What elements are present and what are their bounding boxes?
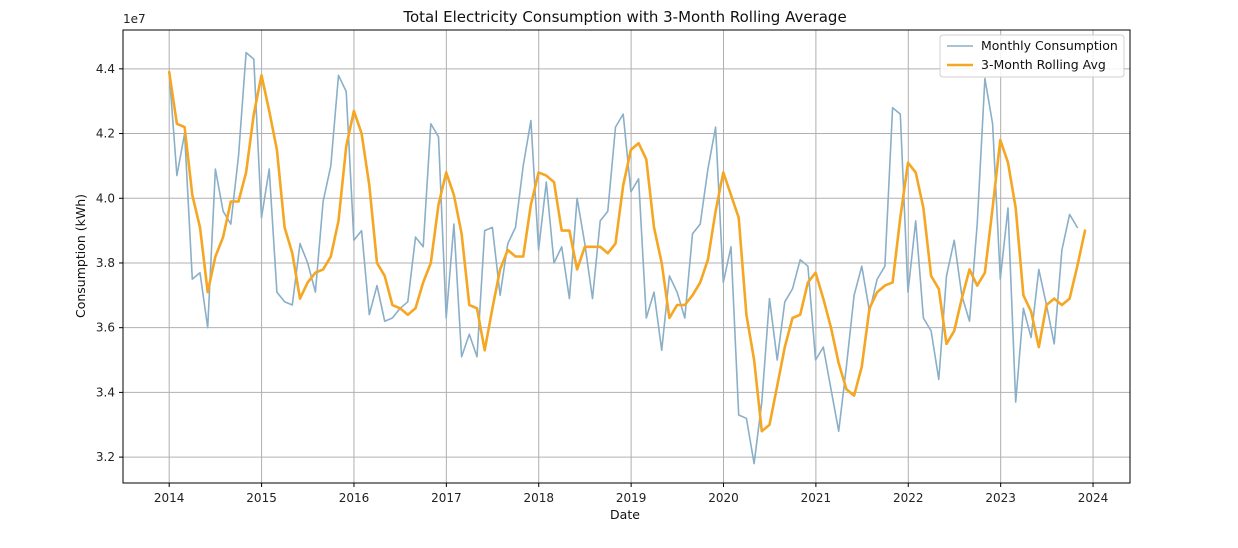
y-tick-label: 4.4 <box>96 62 115 76</box>
legend-label-monthly: Monthly Consumption <box>981 38 1118 53</box>
y-tick-label: 4.2 <box>96 127 115 141</box>
y-tick-label: 3.8 <box>96 256 115 270</box>
y-scale-label: 1e7 <box>123 12 146 26</box>
x-tick-label: 2017 <box>431 491 462 505</box>
x-tick-label: 2019 <box>616 491 647 505</box>
y-tick-label: 3.6 <box>96 321 115 335</box>
legend-label-rolling: 3-Month Rolling Avg <box>981 57 1106 72</box>
x-tick-label: 2015 <box>246 491 277 505</box>
legend: Monthly Consumption 3-Month Rolling Avg <box>939 34 1125 78</box>
x-tick-label: 2020 <box>708 491 739 505</box>
x-axis: 2014 2015 2016 2017 2018 2019 2020 2021 2022 2023… <box>154 483 1108 505</box>
series-line-monthly-consumption <box>168 51 1079 465</box>
x-axis-title: Date <box>610 507 640 522</box>
chart-title: Total Electricity Consumption with 3-Mon… <box>402 8 846 26</box>
legend-frame <box>939 34 1125 78</box>
y-tick-label: 3.4 <box>96 385 115 399</box>
x-tick-label: 2021 <box>801 491 832 505</box>
y-tick-label: 3.2 <box>96 450 115 464</box>
plot-frame <box>122 29 1131 484</box>
x-tick-label: 2018 <box>523 491 554 505</box>
x-tick-label: 2023 <box>985 491 1016 505</box>
x-tick-label: 2016 <box>339 491 370 505</box>
y-axis-title: Consumption (kWh) <box>73 194 88 318</box>
plot-area <box>167 51 1087 465</box>
x-tick-label: 2014 <box>154 491 185 505</box>
x-tick-label: 2024 <box>1078 491 1109 505</box>
grid <box>123 30 1130 483</box>
y-axis: 3.2 3.4 3.6 3.8 4.0 4.2 4.4 <box>96 62 123 464</box>
x-tick-label: 2022 <box>893 491 924 505</box>
series-line-rolling-average <box>167 70 1087 433</box>
y-tick-label: 4.0 <box>96 191 115 205</box>
